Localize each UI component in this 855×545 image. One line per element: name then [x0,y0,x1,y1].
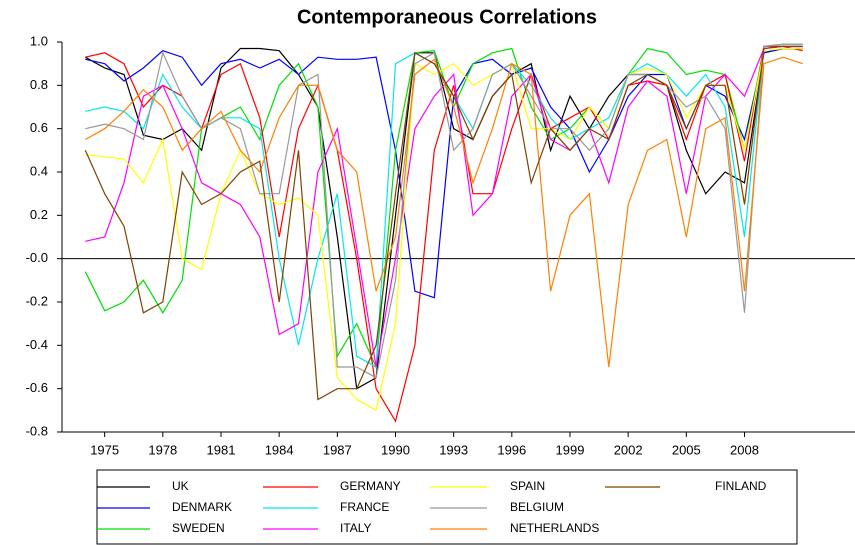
y-tick-label: -0.0 [26,250,48,265]
x-tick-label: 1975 [90,442,119,457]
y-tick-label: 0.8 [30,77,48,92]
x-tick-label: 1981 [207,442,236,457]
legend-label: UK [172,479,189,493]
y-tick-label: 0.6 [30,120,48,135]
chart-title: Contemporaneous Correlations [297,6,597,28]
legend-label: GERMANY [340,479,401,493]
series-line [85,45,803,368]
x-tick-label: 2002 [614,442,643,457]
series-line [85,45,803,368]
legend-label: SPAIN [510,479,545,493]
x-tick-label: 2008 [730,442,759,457]
series-line [84,45,803,401]
legend-label: DENMARK [172,500,232,514]
legend-box [96,469,798,545]
y-tick-label: -0.4 [26,337,48,352]
x-tick-label: 2005 [672,442,701,457]
series-line [85,47,803,390]
legend-label: FRANCE [340,500,389,514]
series-line [85,47,803,299]
x-tick-label: 1978 [148,442,177,457]
legend-label: ITALY [340,521,372,535]
y-tick-label: 1.0 [30,33,48,48]
y-tick-label: -0.2 [26,293,48,308]
x-tick-label: 1996 [497,442,526,457]
x-tick-label: 1984 [265,442,294,457]
y-tick-label: -0.8 [26,423,48,438]
legend-label: SWEDEN [172,521,225,535]
x-tick-label: 1993 [439,442,468,457]
x-tick-label: 1990 [381,442,410,457]
y-tick-label: -0.6 [26,380,48,395]
legend-label: BELGIUM [510,500,564,514]
series-line [85,47,803,412]
legend-label: NETHERLANDS [510,521,599,535]
x-tick-label: 1999 [556,442,585,457]
series-line [85,56,803,368]
x-tick-label: 1987 [323,442,352,457]
y-tick-label: 0.2 [30,207,48,222]
series-line [85,43,803,379]
legend-label: FINLAND [715,479,767,493]
y-tick-label: 0.4 [30,163,48,178]
series-line [85,45,803,423]
